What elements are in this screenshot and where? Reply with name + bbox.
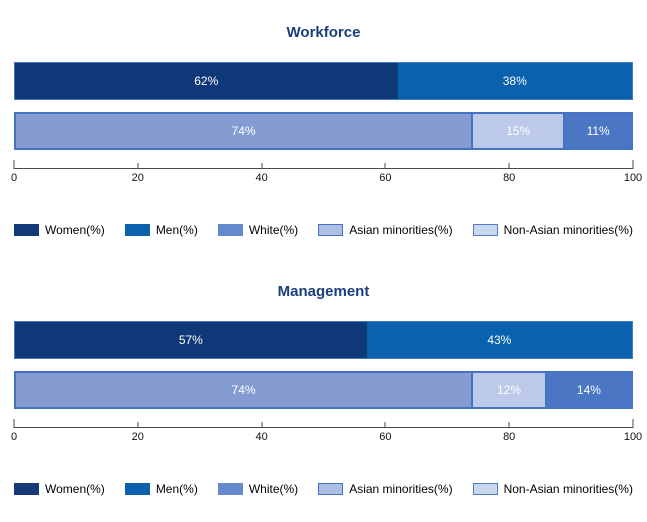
legend-swatch-men <box>124 224 150 236</box>
legend-label: Women(%) <box>45 223 105 237</box>
legend-swatch-non-asian-minorities <box>472 483 498 495</box>
bar-value-label: 57% <box>178 333 203 347</box>
legend-swatch-white <box>217 483 243 495</box>
x-axis-tick-label: 40 <box>255 431 268 443</box>
legend-swatch-white <box>217 224 243 236</box>
legend-label: Women(%) <box>45 482 105 496</box>
legend-label: Non-Asian minorities(%) <box>503 482 633 496</box>
management-chart: Management 57% 43% 74% 12% 14% 0 20 40 60 80 100 … <box>0 259 647 509</box>
legend-label: White(%) <box>248 223 299 237</box>
legend-item-asian-minorities: Asian minorities(%) <box>318 223 453 237</box>
x-axis-tick <box>508 422 510 428</box>
x-axis-tick-label: 0 <box>10 431 18 443</box>
bar-segment-white: 74% <box>16 114 472 148</box>
bar-value-label: 12% <box>496 383 521 397</box>
x-axis <box>13 419 634 428</box>
x-axis-line <box>14 427 633 428</box>
x-axis-tick-label: 100 <box>623 431 643 443</box>
legend-item-men: Men(%) <box>124 482 198 496</box>
legend-label: Asian minorities(%) <box>349 482 453 496</box>
x-axis-tick <box>632 419 634 428</box>
bar-value-label: 38% <box>502 74 527 88</box>
legend-item-men: Men(%) <box>124 223 198 237</box>
x-axis-tick <box>137 163 139 169</box>
bar-value-label: 43% <box>487 333 512 347</box>
x-axis-tick-label: 20 <box>131 172 144 184</box>
stacked-bar-ethnicity: 74% 12% 14% <box>14 371 633 409</box>
bar-value-label: 74% <box>231 383 256 397</box>
x-axis-tick-label: 80 <box>503 172 516 184</box>
legend-swatch-asian-minorities <box>318 483 344 495</box>
x-axis-tick <box>508 163 510 169</box>
legend-swatch-men <box>124 483 150 495</box>
bar-value-label: 62% <box>194 74 219 88</box>
stacked-bar-ethnicity: 74% 15% 11% <box>14 112 633 150</box>
legend-swatch-asian-minorities <box>318 224 344 236</box>
x-axis-labels: 0 20 40 60 80 100 <box>10 431 642 445</box>
legend-label: Non-Asian minorities(%) <box>503 223 633 237</box>
x-axis-tick-label: 20 <box>131 431 144 443</box>
legend-swatch-women <box>14 224 39 236</box>
legend-label: Men(%) <box>155 482 198 496</box>
stacked-bar-gender: 57% 43% <box>14 321 633 359</box>
bar-area: 62% 38% 74% 15% 11% <box>14 0 633 160</box>
legend-item-white: White(%) <box>217 482 299 496</box>
legend-swatch-non-asian-minorities <box>472 224 498 236</box>
x-axis-tick-label: 100 <box>623 172 643 184</box>
x-axis-tick <box>13 419 15 428</box>
bar-segment-asian-minorities: 15% <box>471 114 564 148</box>
stacked-bar-gender: 62% 38% <box>14 62 633 100</box>
x-axis-tick-label: 60 <box>379 172 392 184</box>
bar-segment-women: 57% <box>15 322 367 358</box>
bar-segment-asian-minorities: 12% <box>471 373 545 407</box>
bar-segment-white: 74% <box>16 373 472 407</box>
x-axis-tick-label: 40 <box>255 172 268 184</box>
legend-label: White(%) <box>248 482 299 496</box>
x-axis-tick-label: 0 <box>10 172 18 184</box>
legend-item-non-asian-minorities: Non-Asian minorities(%) <box>472 482 633 496</box>
bar-segment-men: 43% <box>366 322 632 358</box>
legend-swatch-women <box>14 483 39 495</box>
x-axis-labels: 0 20 40 60 80 100 <box>10 172 642 186</box>
x-axis-line <box>14 168 633 169</box>
chart-title: Management <box>277 283 370 300</box>
legend-label: Men(%) <box>155 223 198 237</box>
legend: Women(%) Men(%) White(%) Asian minorities(%… <box>14 222 633 238</box>
bar-value-label: 14% <box>576 383 601 397</box>
x-axis-tick-label: 80 <box>503 431 516 443</box>
x-axis-tick <box>137 422 139 428</box>
bar-value-label: 74% <box>231 124 256 138</box>
x-axis-tick <box>632 160 634 169</box>
x-axis-tick-label: 60 <box>379 431 392 443</box>
workforce-chart: Workforce 62% 38% 74% 15% 11% 0 20 40 60 80 100 W… <box>0 0 647 250</box>
legend-item-white: White(%) <box>217 223 299 237</box>
bar-segment-non-asian-minorities: 14% <box>544 373 631 407</box>
legend: Women(%) Men(%) White(%) Asian minorities(%… <box>14 481 633 497</box>
bar-value-label: 11% <box>586 124 610 138</box>
x-axis-tick <box>261 422 263 428</box>
bar-segment-non-asian-minorities: 11% <box>563 114 631 148</box>
x-axis <box>13 160 634 169</box>
bar-area: 57% 43% 74% 12% 14% <box>14 259 633 419</box>
bar-value-label: 15% <box>506 124 531 138</box>
x-axis-tick <box>384 422 386 428</box>
legend-item-women: Women(%) <box>14 482 105 496</box>
legend-item-asian-minorities: Asian minorities(%) <box>318 482 453 496</box>
legend-item-women: Women(%) <box>14 223 105 237</box>
x-axis-tick <box>13 160 15 169</box>
chart-title: Workforce <box>286 24 361 41</box>
legend-item-non-asian-minorities: Non-Asian minorities(%) <box>472 223 633 237</box>
x-axis-tick <box>261 163 263 169</box>
bar-segment-men: 38% <box>397 63 632 99</box>
x-axis-tick <box>384 163 386 169</box>
legend-label: Asian minorities(%) <box>349 223 453 237</box>
bar-segment-women: 62% <box>15 63 398 99</box>
